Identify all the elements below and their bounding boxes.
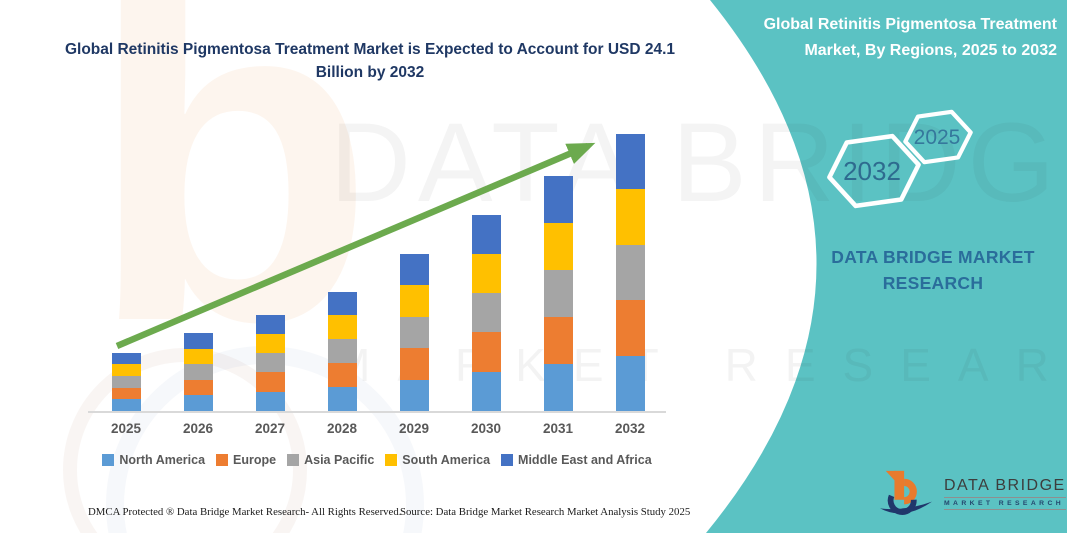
bar-2028 [327,291,357,411]
hexagon-2025-outline [903,109,973,165]
legend-label: Middle East and Africa [518,453,652,467]
plot-area [88,130,666,413]
segment-2028-north-america [327,387,357,411]
x-axis-labels: 2025 2026 2027 2028 2029 2030 2031 2032 [88,421,666,441]
segment-2027-north-america [255,391,285,411]
segment-2028-europe [327,363,357,388]
legend-label: Europe [233,453,277,467]
segment-2029-europe [399,348,429,380]
segment-2028-middle-east-and-africa [327,291,357,316]
segment-2031-middle-east-and-africa [543,175,573,223]
segment-2026-europe [183,379,213,396]
segment-2029-asia-pacific [399,316,429,348]
hexagon-2032-outline [827,133,921,209]
logo-primary-text: DATA BRIDGE [944,477,1066,498]
legend-item-north-america: North America [102,453,205,467]
segment-2032-middle-east-and-africa [615,134,645,190]
footer-source-text: Source: Data Bridge Market Research Mark… [400,506,691,518]
segment-2029-middle-east-and-africa [399,253,429,285]
segment-2032-asia-pacific [615,244,645,301]
segment-2031-asia-pacific [543,269,573,317]
segment-2030-asia-pacific [471,293,501,333]
x-label-2025: 2025 [110,421,142,436]
segment-2031-south-america [543,222,573,270]
brand-wordmark: DATA BRIDGE MARKET RESEARCH [808,244,1058,297]
segment-2026-north-america [183,395,213,411]
legend-label: North America [119,453,206,467]
segment-2028-asia-pacific [327,339,357,364]
segment-2032-north-america [615,355,645,411]
x-label-2031: 2031 [542,421,574,436]
data-bridge-logo: DATA BRIDGE MARKET RESEARCH [878,466,1066,520]
segment-2025-middle-east-and-africa [111,352,141,365]
legend-item-asia-pacific: Asia Pacific [287,453,374,467]
segment-2026-asia-pacific [183,364,213,380]
x-label-2029: 2029 [398,421,430,436]
bar-2027 [255,314,285,411]
legend-item-south-america: South America [385,453,490,467]
segment-2027-europe [255,372,285,392]
bar-2025 [111,352,141,411]
x-label-2030: 2030 [470,421,502,436]
segment-2032-europe [615,300,645,356]
x-label-2028: 2028 [326,421,358,436]
segment-2026-middle-east-and-africa [183,333,213,349]
bar-2031 [543,175,573,411]
x-label-2027: 2027 [254,421,286,436]
legend-swatch [385,454,398,466]
segment-2030-europe [471,332,501,372]
segment-2027-middle-east-and-africa [255,314,285,334]
x-label-2026: 2026 [182,421,214,436]
logo-secondary-text: MARKET RESEARCH [944,498,1066,510]
legend-item-europe: Europe [216,453,276,467]
hexagon-2032-label: 2032 [843,156,901,186]
segment-2027-asia-pacific [255,353,285,373]
legend-item-middle-east-and-africa: Middle East and Africa [501,453,652,467]
right-panel-title: Global Retinitis Pigmentosa Treatment Ma… [763,16,1057,59]
legend-swatch [501,454,514,466]
legend-swatch [216,454,229,466]
segment-2025-europe [111,387,141,400]
x-label-2032: 2032 [614,421,646,436]
data-bridge-b-icon [880,470,933,515]
bar-2030 [471,214,501,411]
segment-2029-south-america [399,285,429,317]
legend-swatch [287,454,300,466]
bar-2026 [183,333,213,411]
segment-2031-europe [543,316,573,364]
legend-label: Asia Pacific [304,453,375,467]
bar-2032 [615,134,645,411]
legend-label: South America [402,453,491,467]
legend-swatch [102,454,115,466]
segment-2030-south-america [471,253,501,294]
segment-2026-south-america [183,348,213,365]
brand-wordmark-line1: DATA BRIDGE MARKET [831,247,1035,267]
segment-2025-north-america [111,399,141,411]
hexagon-badges: 2032 2025 [827,109,973,209]
hexagon-2025-label: 2025 [914,126,961,149]
footer-dmca-text: DMCA Protected ® Data Bridge Market Rese… [88,506,402,518]
segment-2030-middle-east-and-africa [471,214,501,254]
chart-legend: North America Europe Asia Pacific South Ame… [80,453,674,467]
brand-wordmark-line2: RESEARCH [882,273,984,294]
chart-title: Global Retinitis Pigmentosa Treatment Ma… [64,41,676,82]
segment-2027-south-america [255,333,285,354]
segment-2030-north-america [471,371,501,411]
bar-2029 [399,253,429,411]
segment-2029-north-america [399,379,429,411]
segment-2025-asia-pacific [111,375,141,388]
segment-2031-north-america [543,363,573,411]
segment-2025-south-america [111,364,141,376]
segment-2028-south-america [327,315,357,340]
segment-2032-south-america [615,189,645,245]
